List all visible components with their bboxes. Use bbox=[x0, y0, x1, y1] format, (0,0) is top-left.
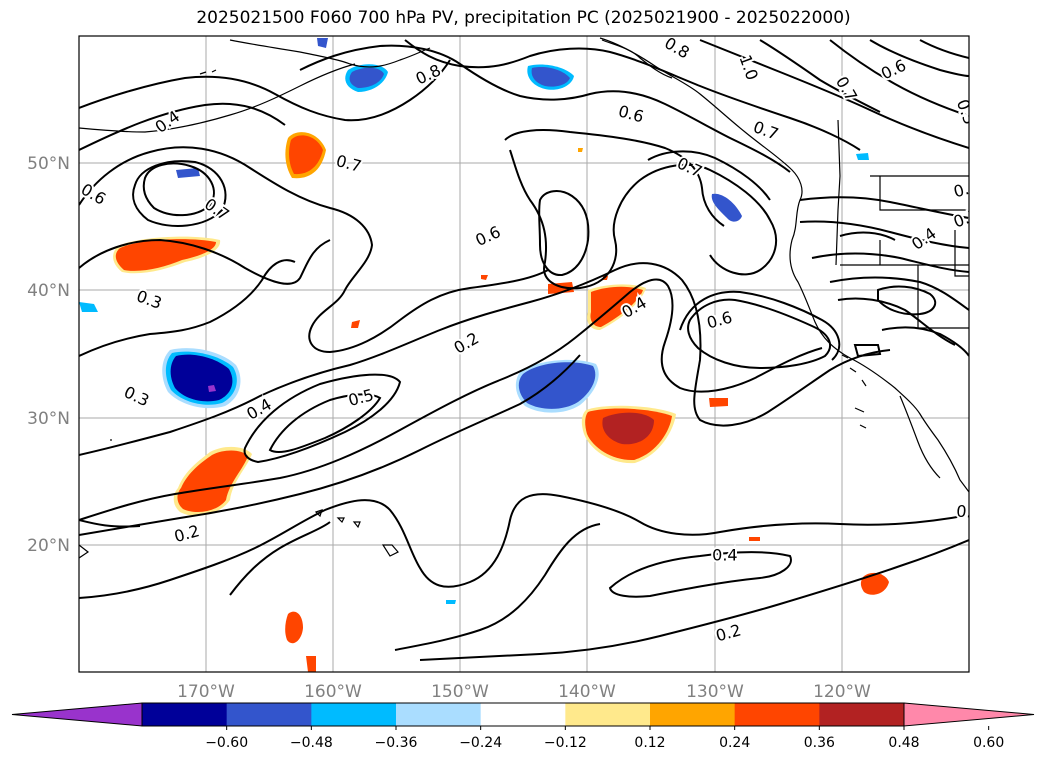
lon-label: 120°W bbox=[813, 682, 871, 702]
colorbar-outline bbox=[141, 702, 905, 727]
colorbar-extend-low bbox=[11, 702, 143, 727]
colorbar-tick-label: −0.36 bbox=[375, 735, 418, 751]
colorbar-tick-label: −0.24 bbox=[459, 735, 502, 751]
lon-label: 130°W bbox=[686, 682, 744, 702]
colorbar-tick-label: 0.48 bbox=[888, 735, 919, 751]
lon-label: 150°W bbox=[431, 682, 489, 702]
lon-label: 140°W bbox=[558, 682, 616, 702]
latitude-labels: 50°N 40°N 30°N 20°N bbox=[27, 154, 70, 556]
colorbar-tick-label: 0.36 bbox=[804, 735, 835, 751]
colorbar-tick-label: 0.60 bbox=[973, 735, 1004, 751]
lon-label: 160°W bbox=[304, 682, 362, 702]
longitude-labels: 170°W 160°W 150°W 140°W 130°W 120°W bbox=[177, 682, 871, 702]
lon-label: 170°W bbox=[177, 682, 235, 702]
colorbar-swatch bbox=[396, 703, 482, 726]
colorbar-swatch bbox=[565, 703, 651, 726]
lat-label: 30°N bbox=[27, 409, 70, 429]
lat-label: 50°N bbox=[27, 154, 70, 174]
colorbar-tick-label: −0.60 bbox=[205, 735, 248, 751]
contour-label: 0.8 bbox=[951, 176, 981, 201]
contour-label: 0.4 bbox=[712, 546, 737, 565]
positive-precip-area bbox=[113, 132, 889, 672]
colorbar-swatch bbox=[226, 703, 312, 726]
colorbar-tick-label: −0.48 bbox=[290, 735, 333, 751]
map-area: 0.40.60.70.70.80.60.70.71.00.80.60.40.20… bbox=[79, 36, 983, 672]
negative-precip-area bbox=[79, 38, 869, 604]
colorbar-extend-high bbox=[903, 702, 1035, 727]
colorbar: −0.60 −0.48 −0.36 −0.24 −0.12 0.12 0.24 0.36 0.4… bbox=[11, 702, 1035, 751]
contour-label: 0.3 bbox=[956, 501, 983, 522]
colorbar-swatch bbox=[142, 703, 228, 726]
gridlines bbox=[79, 36, 969, 672]
map-title: 2025021500 F060 700 hPa PV, precipitatio… bbox=[196, 8, 851, 28]
colorbar-tick-label: 0.12 bbox=[634, 735, 665, 751]
coastlines bbox=[79, 37, 969, 559]
colorbar-tick-label: −0.12 bbox=[544, 735, 587, 751]
precipitation-shading bbox=[79, 38, 889, 672]
lat-label: 40°N bbox=[27, 281, 70, 301]
lat-label: 20°N bbox=[27, 536, 70, 556]
colorbar-swatch bbox=[819, 703, 905, 726]
colorbar-swatch bbox=[311, 703, 397, 726]
colorbar-tick-label: 0.24 bbox=[719, 735, 750, 751]
colorbar-swatch bbox=[734, 703, 820, 726]
pv-contours bbox=[79, 39, 969, 661]
colorbar-swatch bbox=[650, 703, 736, 726]
colorbar-swatch bbox=[480, 703, 566, 726]
map-frame bbox=[78, 35, 970, 673]
